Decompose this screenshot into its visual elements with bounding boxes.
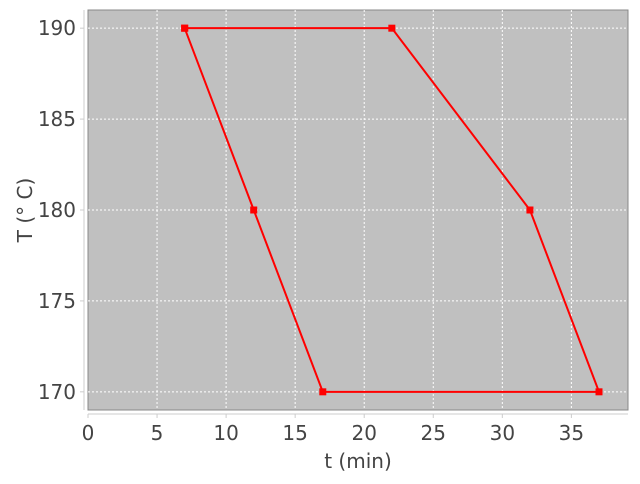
x-axis-label: t (min)	[324, 449, 392, 473]
x-tick-label: 5	[151, 421, 164, 445]
y-tick-label: 175	[38, 289, 76, 313]
x-tick-label: 30	[490, 421, 515, 445]
data-point	[526, 206, 534, 214]
x-tick-label: 25	[421, 421, 446, 445]
x-tick-label: 35	[559, 421, 584, 445]
data-point	[388, 24, 396, 32]
x-tick-label: 0	[82, 421, 95, 445]
x-tick-label: 10	[213, 421, 238, 445]
x-tick-label: 15	[282, 421, 307, 445]
data-point	[319, 388, 327, 396]
y-axis-label: T (° C)	[13, 178, 37, 244]
data-point	[250, 206, 258, 214]
x-tick-label: 20	[351, 421, 376, 445]
y-tick-label: 170	[38, 380, 76, 404]
data-point	[181, 24, 189, 32]
data-point	[595, 388, 603, 396]
y-tick-label: 185	[38, 107, 76, 131]
y-tick-label: 190	[38, 16, 76, 40]
y-tick-label: 180	[38, 198, 76, 222]
